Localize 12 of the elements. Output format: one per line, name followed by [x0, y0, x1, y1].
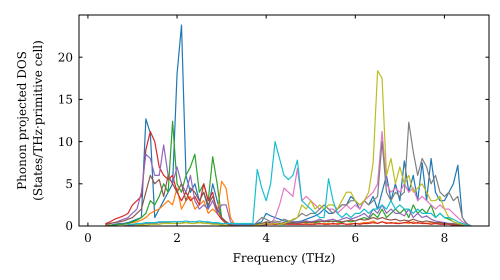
y-tick-label: 5: [65, 177, 73, 191]
x-tick-label: 2: [173, 231, 181, 245]
x-tick-label: 6: [351, 231, 360, 245]
x-axis-title: Frequency (THz): [232, 251, 336, 265]
y-tick-label: 20: [58, 50, 73, 64]
y-tick-label: 15: [58, 92, 73, 107]
x-tick-label: 0: [84, 231, 92, 245]
y-tick-label: 0: [65, 219, 73, 234]
x-tick-label: 8: [440, 231, 448, 245]
y-tick-label: 10: [58, 134, 73, 149]
y-axis-title: Phonon projected DOS (States/THz·primitive cell): [15, 40, 45, 201]
x-tick-label: 4: [262, 231, 270, 245]
